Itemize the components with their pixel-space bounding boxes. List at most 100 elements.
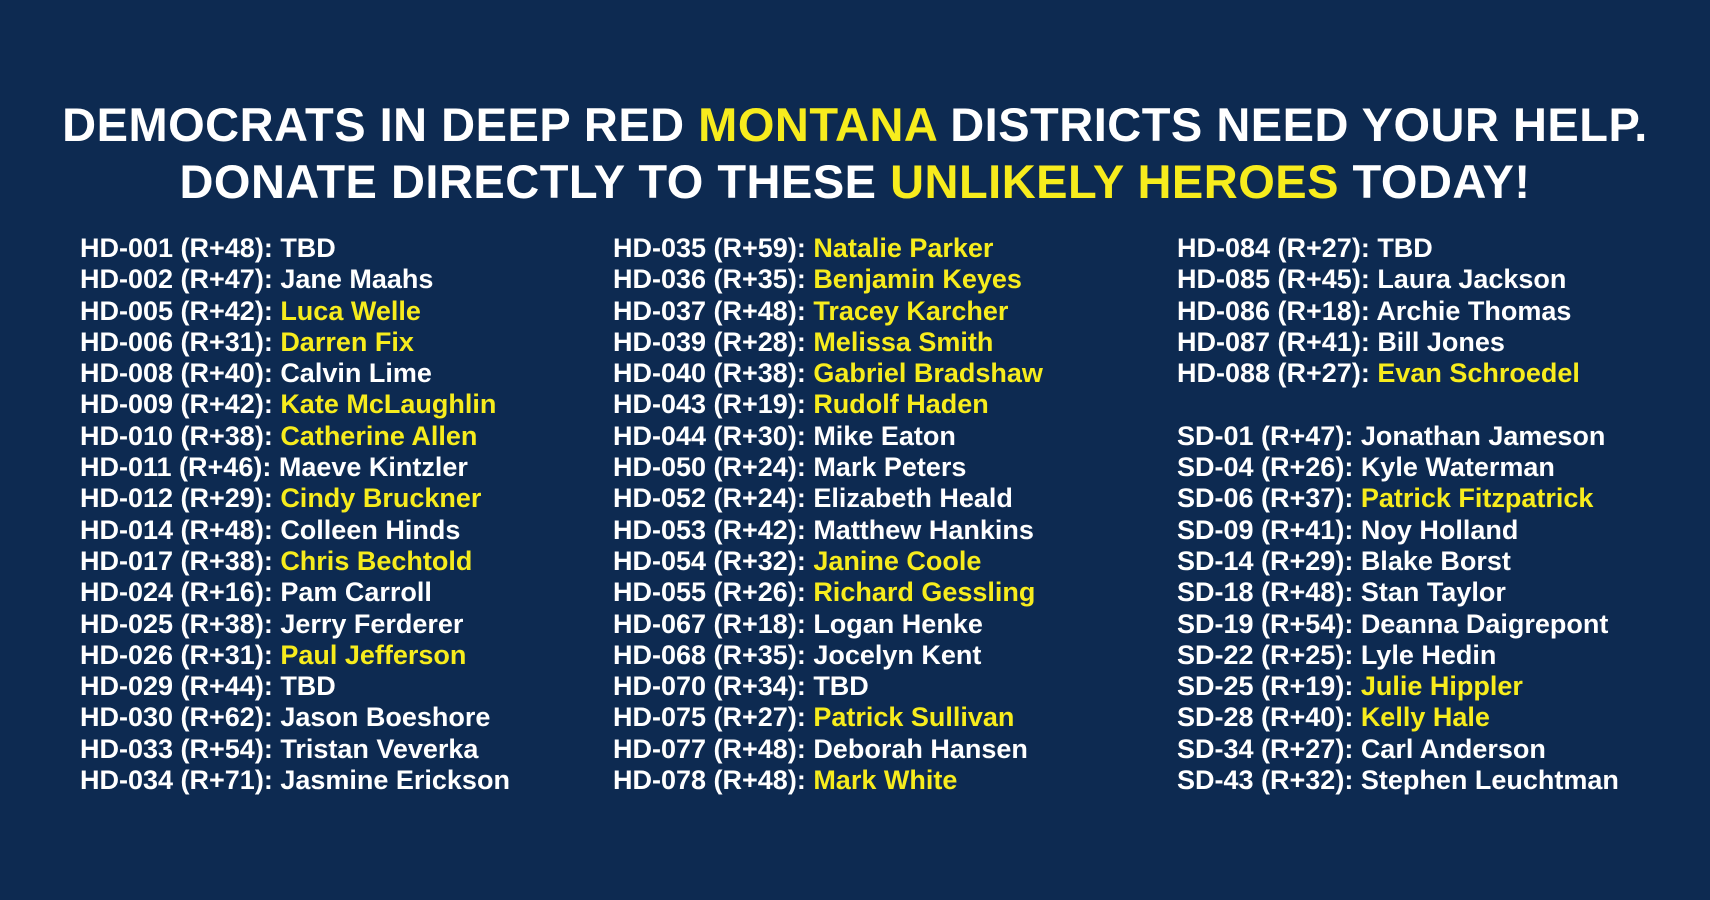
district-label: HD-024 (R+16): — [80, 577, 281, 608]
candidate-name[interactable]: Patrick Fitzpatrick — [1360, 483, 1594, 514]
candidate-name[interactable]: Gabriel Bradshaw — [813, 358, 1043, 389]
district-row: HD-029 (R+44): TBD — [80, 671, 510, 702]
district-label: HD-034 (R+71): — [80, 765, 281, 796]
district-label: HD-012 (R+29): — [80, 483, 281, 514]
candidate-name: Bill Jones — [1377, 326, 1505, 357]
district-row: HD-009 (R+42): Kate McLaughlin — [80, 389, 510, 420]
candidate-name: Elizabeth Heald — [813, 483, 1013, 514]
candidate-name: TBD — [813, 671, 869, 702]
district-row: HD-030 (R+62): Jason Boeshore — [80, 702, 510, 733]
headline-highlight-text: MONTANA — [698, 98, 937, 151]
candidate-name[interactable]: Evan Schroedel — [1377, 358, 1580, 389]
headline-text: TODAY! — [1338, 155, 1531, 208]
district-row: SD-22 (R+25): Lyle Hedin — [1177, 640, 1619, 671]
district-label: HD-085 (R+45): — [1177, 264, 1378, 295]
district-row: HD-005 (R+42): Luca Welle — [80, 296, 510, 327]
district-label: HD-009 (R+42): — [80, 389, 281, 420]
district-label: HD-088 (R+27): — [1177, 358, 1378, 389]
district-label: HD-050 (R+24): — [613, 452, 814, 483]
candidate-name[interactable]: Paul Jefferson — [280, 639, 467, 670]
district-row: HD-006 (R+31): Darren Fix — [80, 327, 510, 358]
candidate-name: Maeve Kintzler — [278, 452, 468, 483]
candidate-name: Jerry Ferderer — [280, 608, 464, 639]
candidate-name[interactable]: Darren Fix — [280, 326, 414, 357]
district-label: HD-067 (R+18): — [613, 608, 814, 639]
headline-line: DONATE DIRECTLY TO THESE UNLIKELY HEROES… — [0, 153, 1710, 210]
district-label: SD-14 (R+29): — [1177, 545, 1361, 576]
district-row: HD-025 (R+38): Jerry Ferderer — [80, 609, 510, 640]
candidate-name[interactable]: Patrick Sullivan — [813, 702, 1015, 733]
column-spacer — [1177, 389, 1619, 420]
headline-text: DISTRICTS NEED YOUR HELP. — [936, 98, 1648, 151]
district-row: HD-008 (R+40): Calvin Lime — [80, 358, 510, 389]
district-row: HD-075 (R+27): Patrick Sullivan — [613, 702, 1043, 733]
district-label: HD-026 (R+31): — [80, 639, 281, 670]
candidate-name[interactable]: Tracey Karcher — [813, 295, 1009, 326]
district-label: HD-037 (R+48): — [613, 295, 814, 326]
district-label: SD-06 (R+37): — [1177, 483, 1361, 514]
district-row: HD-040 (R+38): Gabriel Bradshaw — [613, 358, 1043, 389]
candidate-name: Calvin Lime — [280, 358, 432, 389]
candidate-name: Jane Maahs — [280, 264, 434, 295]
district-label: HD-005 (R+42): — [80, 295, 281, 326]
district-label: HD-086 (R+18): — [1177, 295, 1377, 326]
district-row: HD-084 (R+27): TBD — [1177, 233, 1619, 264]
district-row: SD-28 (R+40): Kelly Hale — [1177, 702, 1619, 733]
district-row: HD-085 (R+45): Laura Jackson — [1177, 264, 1619, 295]
candidate-name[interactable]: Chris Bechtold — [280, 545, 473, 576]
district-row: SD-18 (R+48): Stan Taylor — [1177, 577, 1619, 608]
headline-title: DEMOCRATS IN DEEP RED MONTANA DISTRICTS … — [0, 96, 1710, 210]
district-row: SD-34 (R+27): Carl Anderson — [1177, 734, 1619, 765]
candidate-name[interactable]: Janine Coole — [813, 545, 982, 576]
candidate-name: Logan Henke — [813, 608, 983, 639]
candidate-name[interactable]: Benjamin Keyes — [813, 264, 1022, 295]
district-row: SD-01 (R+47): Jonathan Jameson — [1177, 421, 1619, 452]
district-label: SD-25 (R+19): — [1177, 671, 1361, 702]
candidate-name[interactable]: Mark White — [813, 765, 958, 796]
district-label: HD-078 (R+48): — [613, 765, 814, 796]
district-label: HD-002 (R+47): — [80, 264, 281, 295]
candidate-name[interactable]: Julie Hippler — [1360, 671, 1523, 702]
district-row: HD-017 (R+38): Chris Bechtold — [80, 546, 510, 577]
candidate-name: TBD — [280, 233, 336, 263]
district-row: HD-055 (R+26): Richard Gessling — [613, 577, 1043, 608]
district-label: SD-09 (R+41): — [1177, 514, 1361, 545]
candidate-name: Blake Borst — [1360, 545, 1511, 576]
candidate-name: Lyle Hedin — [1360, 639, 1497, 670]
district-label: HD-054 (R+32): — [613, 545, 814, 576]
district-row: HD-014 (R+48): Colleen Hinds — [80, 515, 510, 546]
candidate-name[interactable]: Melissa Smith — [813, 326, 994, 357]
district-label: HD-077 (R+48): — [613, 733, 814, 764]
candidate-name[interactable]: Richard Gessling — [813, 577, 1036, 608]
candidate-name[interactable]: Luca Welle — [280, 295, 421, 326]
district-row: HD-044 (R+30): Mike Eaton — [613, 421, 1043, 452]
district-row: HD-037 (R+48): Tracey Karcher — [613, 296, 1043, 327]
district-label: HD-035 (R+59): — [613, 233, 814, 263]
candidate-name[interactable]: Kelly Hale — [1360, 702, 1490, 733]
district-label: HD-087 (R+41): — [1177, 326, 1378, 357]
district-row: HD-053 (R+42): Matthew Hankins — [613, 515, 1043, 546]
candidate-name[interactable]: Rudolf Haden — [813, 389, 989, 420]
candidate-name[interactable]: Catherine Allen — [280, 420, 478, 451]
district-row: HD-050 (R+24): Mark Peters — [613, 452, 1043, 483]
candidate-name[interactable]: Kate McLaughlin — [280, 389, 497, 420]
district-row: HD-088 (R+27): Evan Schroedel — [1177, 358, 1619, 389]
candidate-name: Jason Boeshore — [280, 702, 491, 733]
district-column-3: HD-084 (R+27): TBD HD-085 (R+45): Laura J… — [1177, 233, 1619, 796]
district-label: HD-039 (R+28): — [613, 326, 814, 357]
district-label: SD-19 (R+54): — [1177, 608, 1361, 639]
candidate-name: Pam Carroll — [280, 577, 432, 608]
candidate-name: Noy Holland — [1360, 514, 1519, 545]
candidate-name[interactable]: Cindy Bruckner — [280, 483, 482, 514]
district-row: SD-43 (R+32): Stephen Leuchtman — [1177, 765, 1619, 796]
district-label: HD-029 (R+44): — [80, 671, 281, 702]
candidate-name: Mark Peters — [813, 452, 967, 483]
district-row: SD-06 (R+37): Patrick Fitzpatrick — [1177, 483, 1619, 514]
headline-text: DEMOCRATS IN DEEP RED — [62, 98, 699, 151]
district-label: HD-017 (R+38): — [80, 545, 281, 576]
candidate-name: Carl Anderson — [1360, 733, 1546, 764]
headline-highlight-text: UNLIKELY HEROES — [890, 155, 1339, 208]
candidate-name[interactable]: Natalie Parker — [813, 233, 994, 263]
district-row: SD-19 (R+54): Deanna Daigrepont — [1177, 609, 1619, 640]
district-row: HD-039 (R+28): Melissa Smith — [613, 327, 1043, 358]
